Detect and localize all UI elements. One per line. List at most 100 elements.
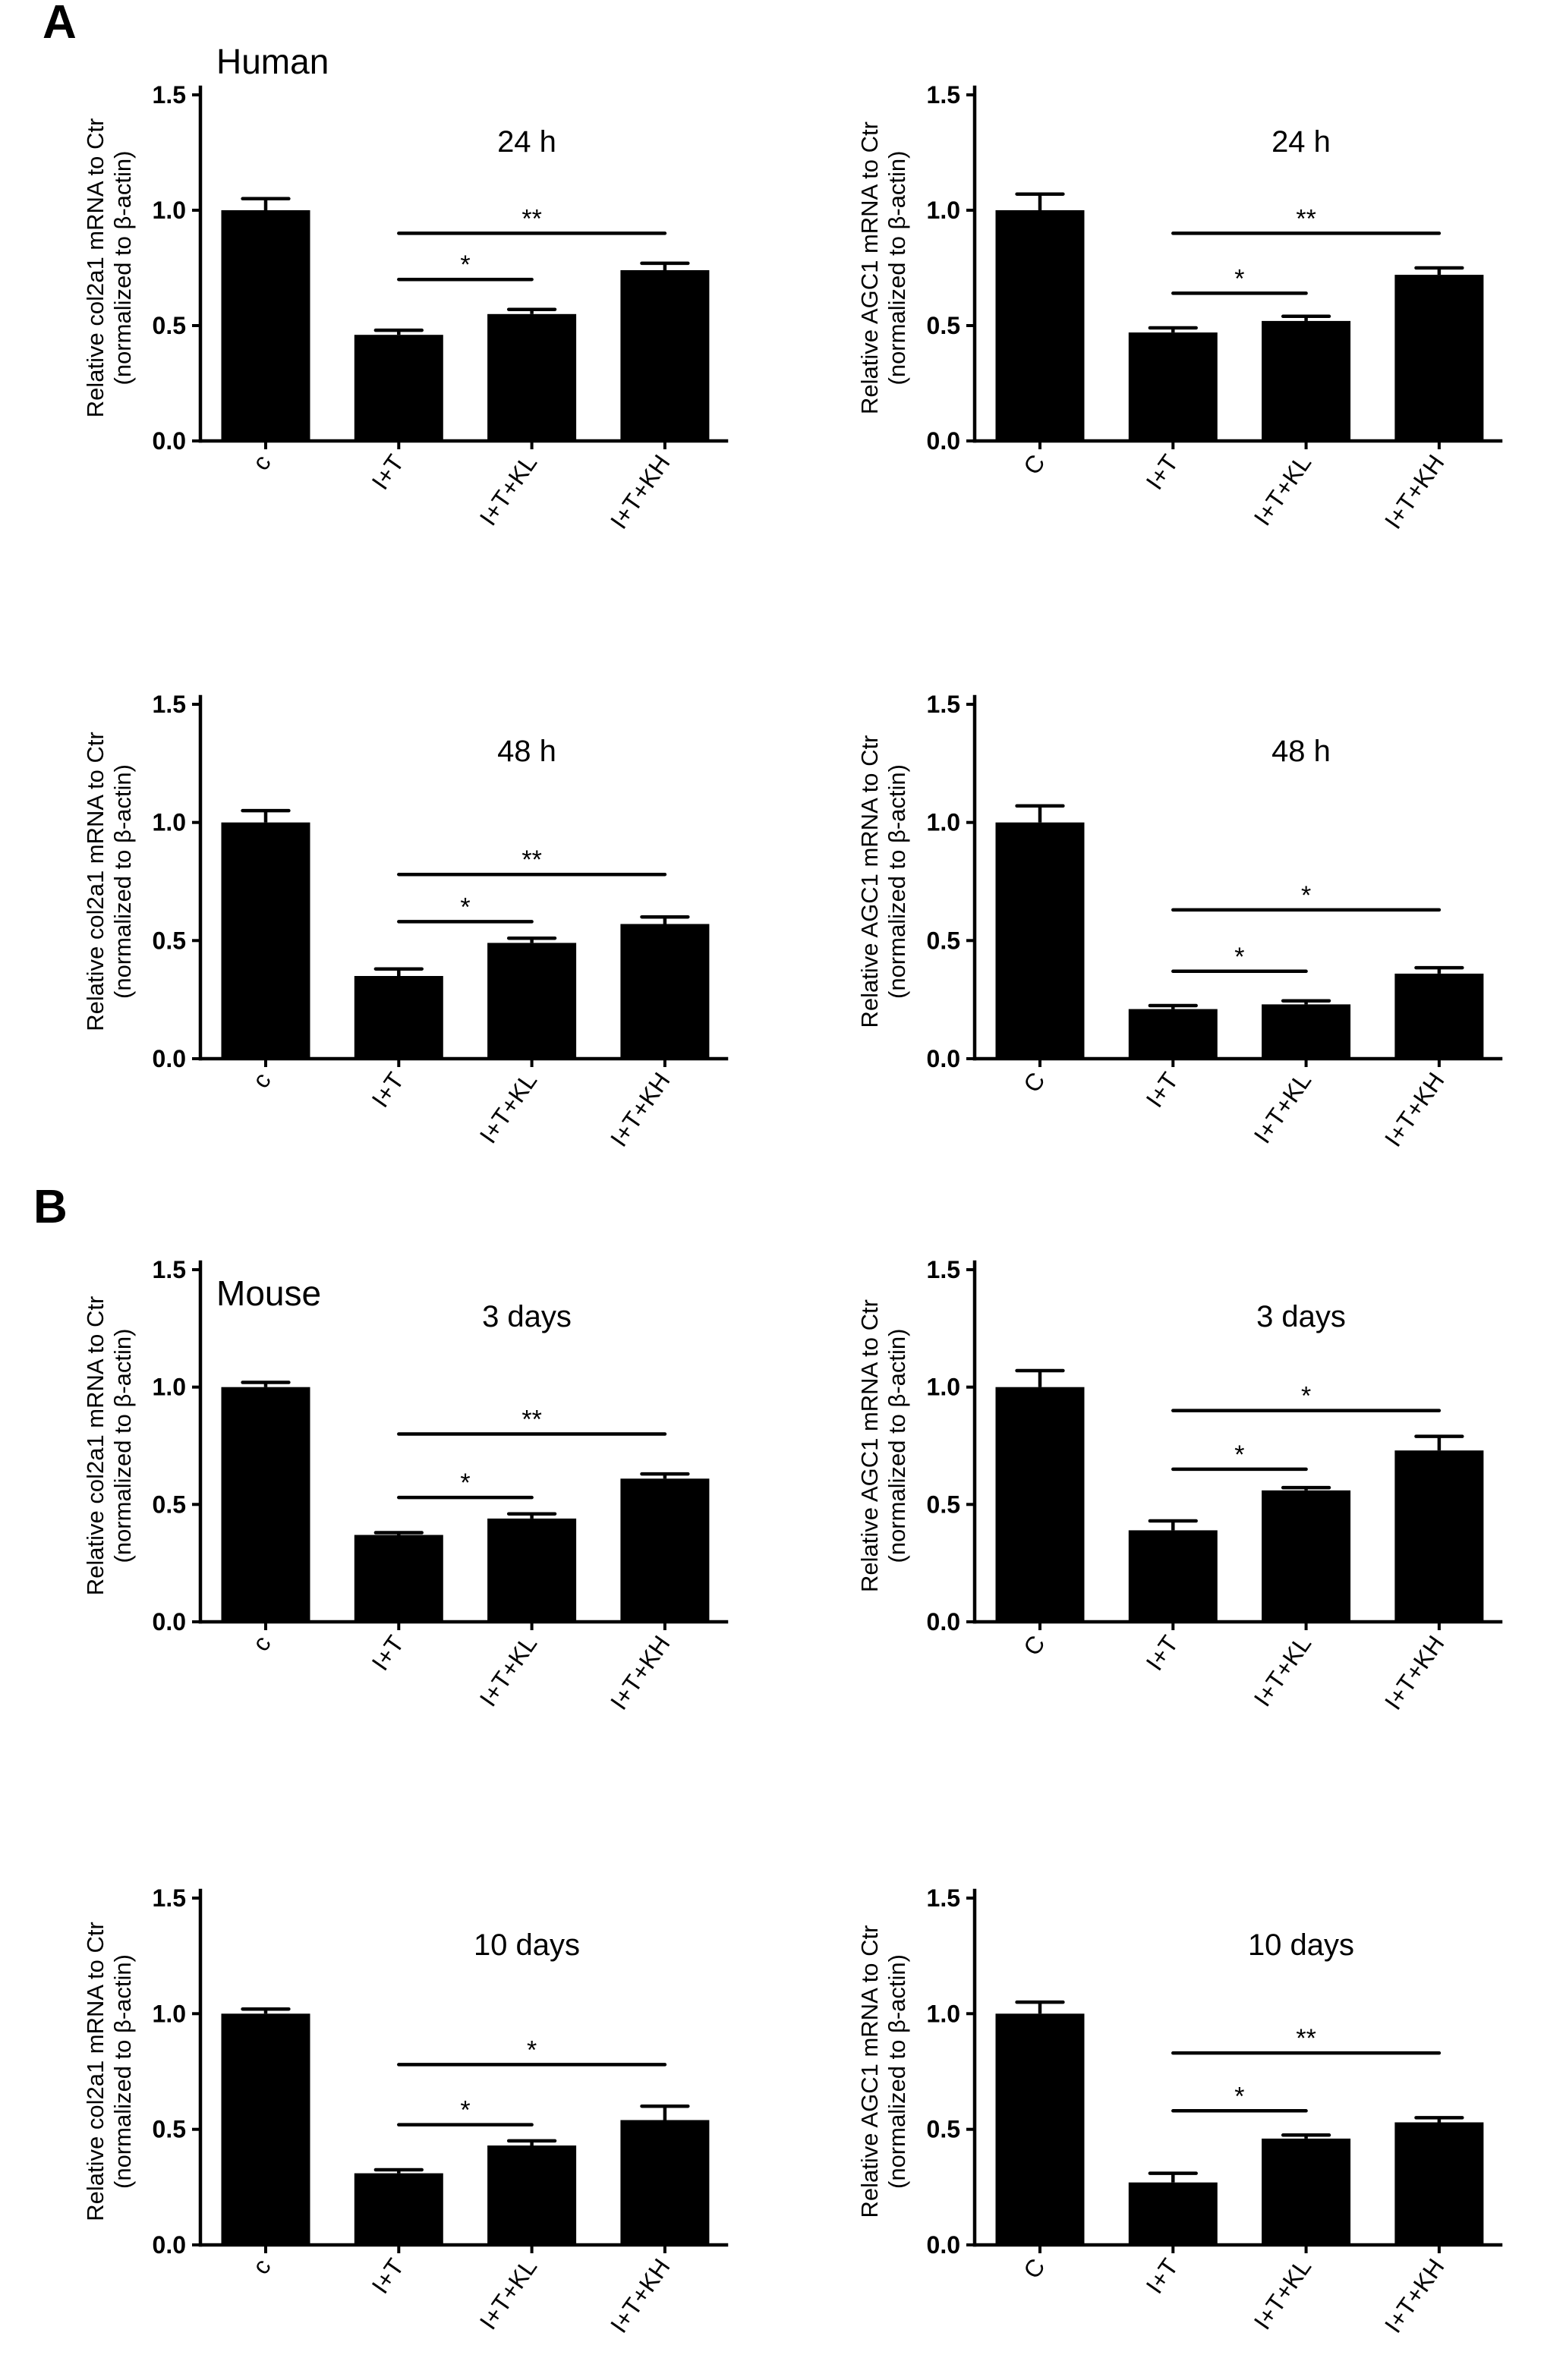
svg-text:1.0: 1.0: [153, 1374, 186, 1401]
svg-text:1.0: 1.0: [927, 809, 960, 836]
svg-text:I+T: I+T: [367, 1067, 410, 1112]
svg-text:B: B: [33, 1181, 68, 1233]
svg-text:1.5: 1.5: [927, 1256, 960, 1283]
svg-text:0.0: 0.0: [927, 1045, 960, 1072]
svg-text:I+T+KH: I+T+KH: [1379, 1067, 1450, 1151]
svg-text:I+T+KH: I+T+KH: [605, 449, 676, 534]
svg-text:C: C: [1018, 1067, 1051, 1097]
svg-text:I+T+KL: I+T+KL: [1249, 1067, 1317, 1148]
svg-text:0.0: 0.0: [153, 1608, 186, 1635]
svg-text:1.5: 1.5: [153, 1884, 186, 1912]
svg-text:I+T+KH: I+T+KH: [1379, 449, 1450, 534]
svg-text:**: **: [521, 204, 541, 233]
svg-text:*: *: [1234, 943, 1244, 971]
svg-text:1.5: 1.5: [927, 691, 960, 718]
svg-text:24 h: 24 h: [1271, 125, 1331, 159]
svg-text:0.5: 0.5: [927, 1491, 960, 1518]
svg-text:1.0: 1.0: [927, 2000, 960, 2027]
svg-text:Relative col2a1 mRNA to Ctr: Relative col2a1 mRNA to Ctr: [82, 118, 109, 418]
svg-text:I+T: I+T: [367, 1630, 410, 1675]
svg-text:*: *: [1301, 881, 1311, 910]
svg-text:0.5: 0.5: [153, 2116, 186, 2143]
svg-text:*: *: [1234, 264, 1244, 293]
svg-text:*: *: [460, 2096, 470, 2125]
svg-text:0.5: 0.5: [927, 2116, 960, 2143]
svg-text:Human: Human: [216, 42, 329, 81]
svg-text:**: **: [521, 845, 541, 874]
svg-text:C: C: [1018, 2253, 1051, 2284]
svg-text:1.0: 1.0: [153, 2000, 186, 2027]
svg-text:0.5: 0.5: [153, 1491, 186, 1518]
svg-text:I+T+KH: I+T+KH: [605, 1067, 676, 1151]
svg-text:C: C: [1018, 1630, 1051, 1661]
svg-text:1.0: 1.0: [927, 1374, 960, 1401]
svg-text:I+T+KH: I+T+KH: [605, 2253, 676, 2338]
svg-text:3 days: 3 days: [482, 1300, 572, 1333]
svg-text:(normalized to β-actin): (normalized to β-actin): [884, 1329, 910, 1563]
svg-text:1.0: 1.0: [153, 197, 186, 224]
svg-text:I+T+KL: I+T+KL: [474, 449, 543, 530]
svg-text:Relative col2a1 mRNA to Ctr: Relative col2a1 mRNA to Ctr: [82, 732, 109, 1031]
svg-text:c: c: [247, 1067, 276, 1093]
svg-text:I+T+KL: I+T+KL: [1249, 2253, 1317, 2334]
svg-text:0.5: 0.5: [153, 927, 186, 954]
svg-text:Mouse: Mouse: [216, 1273, 321, 1313]
svg-text:48 h: 48 h: [497, 735, 556, 768]
svg-text:I+T: I+T: [1141, 1067, 1184, 1112]
svg-text:1.5: 1.5: [153, 1256, 186, 1283]
svg-text:I+T: I+T: [1141, 449, 1184, 494]
svg-text:Relative AGC1 mRNA to Ctr: Relative AGC1 mRNA to Ctr: [856, 735, 883, 1028]
svg-text:0.5: 0.5: [927, 312, 960, 339]
svg-text:Relative col2a1 mRNA to Ctr: Relative col2a1 mRNA to Ctr: [82, 1922, 109, 2221]
svg-text:(normalized to β-actin): (normalized to β-actin): [109, 1954, 136, 2189]
svg-text:I+T+KL: I+T+KL: [1249, 1630, 1317, 1711]
svg-text:**: **: [1296, 204, 1316, 233]
svg-text:(normalized to β-actin): (normalized to β-actin): [884, 151, 910, 386]
svg-text:I+T+KH: I+T+KH: [1379, 2253, 1450, 2338]
svg-text:0.0: 0.0: [927, 2231, 960, 2259]
svg-text:I+T: I+T: [1141, 1630, 1184, 1675]
svg-text:1.5: 1.5: [927, 81, 960, 109]
svg-text:I+T+KL: I+T+KL: [474, 1630, 543, 1711]
svg-text:3 days: 3 days: [1256, 1300, 1346, 1333]
svg-text:10 days: 10 days: [1248, 1928, 1354, 1962]
svg-text:0.0: 0.0: [927, 1608, 960, 1635]
svg-text:1.5: 1.5: [153, 691, 186, 718]
svg-text:c: c: [247, 1630, 276, 1656]
svg-text:Relative AGC1 mRNA to Ctr: Relative AGC1 mRNA to Ctr: [856, 1299, 883, 1592]
svg-text:(normalized to β-actin): (normalized to β-actin): [109, 1329, 136, 1563]
svg-text:Relative col2a1 mRNA to Ctr: Relative col2a1 mRNA to Ctr: [82, 1296, 109, 1596]
svg-text:1.5: 1.5: [927, 1884, 960, 1912]
svg-text:*: *: [1301, 1382, 1311, 1411]
svg-text:c: c: [247, 449, 276, 475]
svg-text:0.0: 0.0: [927, 427, 960, 455]
svg-text:0.0: 0.0: [153, 1045, 186, 1072]
svg-text:1.5: 1.5: [153, 81, 186, 109]
svg-text:*: *: [460, 892, 470, 921]
svg-text:24 h: 24 h: [497, 125, 556, 159]
svg-text:I+T: I+T: [367, 2253, 410, 2298]
svg-text:10 days: 10 days: [474, 1928, 580, 1962]
svg-text:1.0: 1.0: [153, 809, 186, 836]
svg-text:*: *: [527, 2035, 537, 2064]
svg-text:C: C: [1018, 449, 1051, 480]
svg-text:(normalized to β-actin): (normalized to β-actin): [109, 151, 136, 386]
svg-text:c: c: [247, 2253, 276, 2279]
svg-text:*: *: [1234, 1440, 1244, 1469]
svg-text:I+T+KH: I+T+KH: [605, 1630, 676, 1714]
svg-text:I+T: I+T: [367, 449, 410, 494]
svg-text:A: A: [43, 0, 77, 49]
svg-text:48 h: 48 h: [1271, 735, 1331, 768]
svg-text:(normalized to β-actin): (normalized to β-actin): [884, 1954, 910, 2189]
svg-text:0.5: 0.5: [153, 312, 186, 339]
svg-text:*: *: [460, 1469, 470, 1497]
svg-text:**: **: [521, 1406, 541, 1434]
svg-text:(normalized to β-actin): (normalized to β-actin): [884, 764, 910, 999]
svg-text:**: **: [1296, 2024, 1316, 2053]
svg-text:I+T+KL: I+T+KL: [1249, 449, 1317, 530]
svg-text:0.0: 0.0: [153, 2231, 186, 2259]
svg-text:I+T: I+T: [1141, 2253, 1184, 2298]
svg-text:0.0: 0.0: [153, 427, 186, 455]
svg-text:(normalized to β-actin): (normalized to β-actin): [109, 764, 136, 999]
svg-text:Relative AGC1 mRNA to Ctr: Relative AGC1 mRNA to Ctr: [856, 121, 883, 414]
